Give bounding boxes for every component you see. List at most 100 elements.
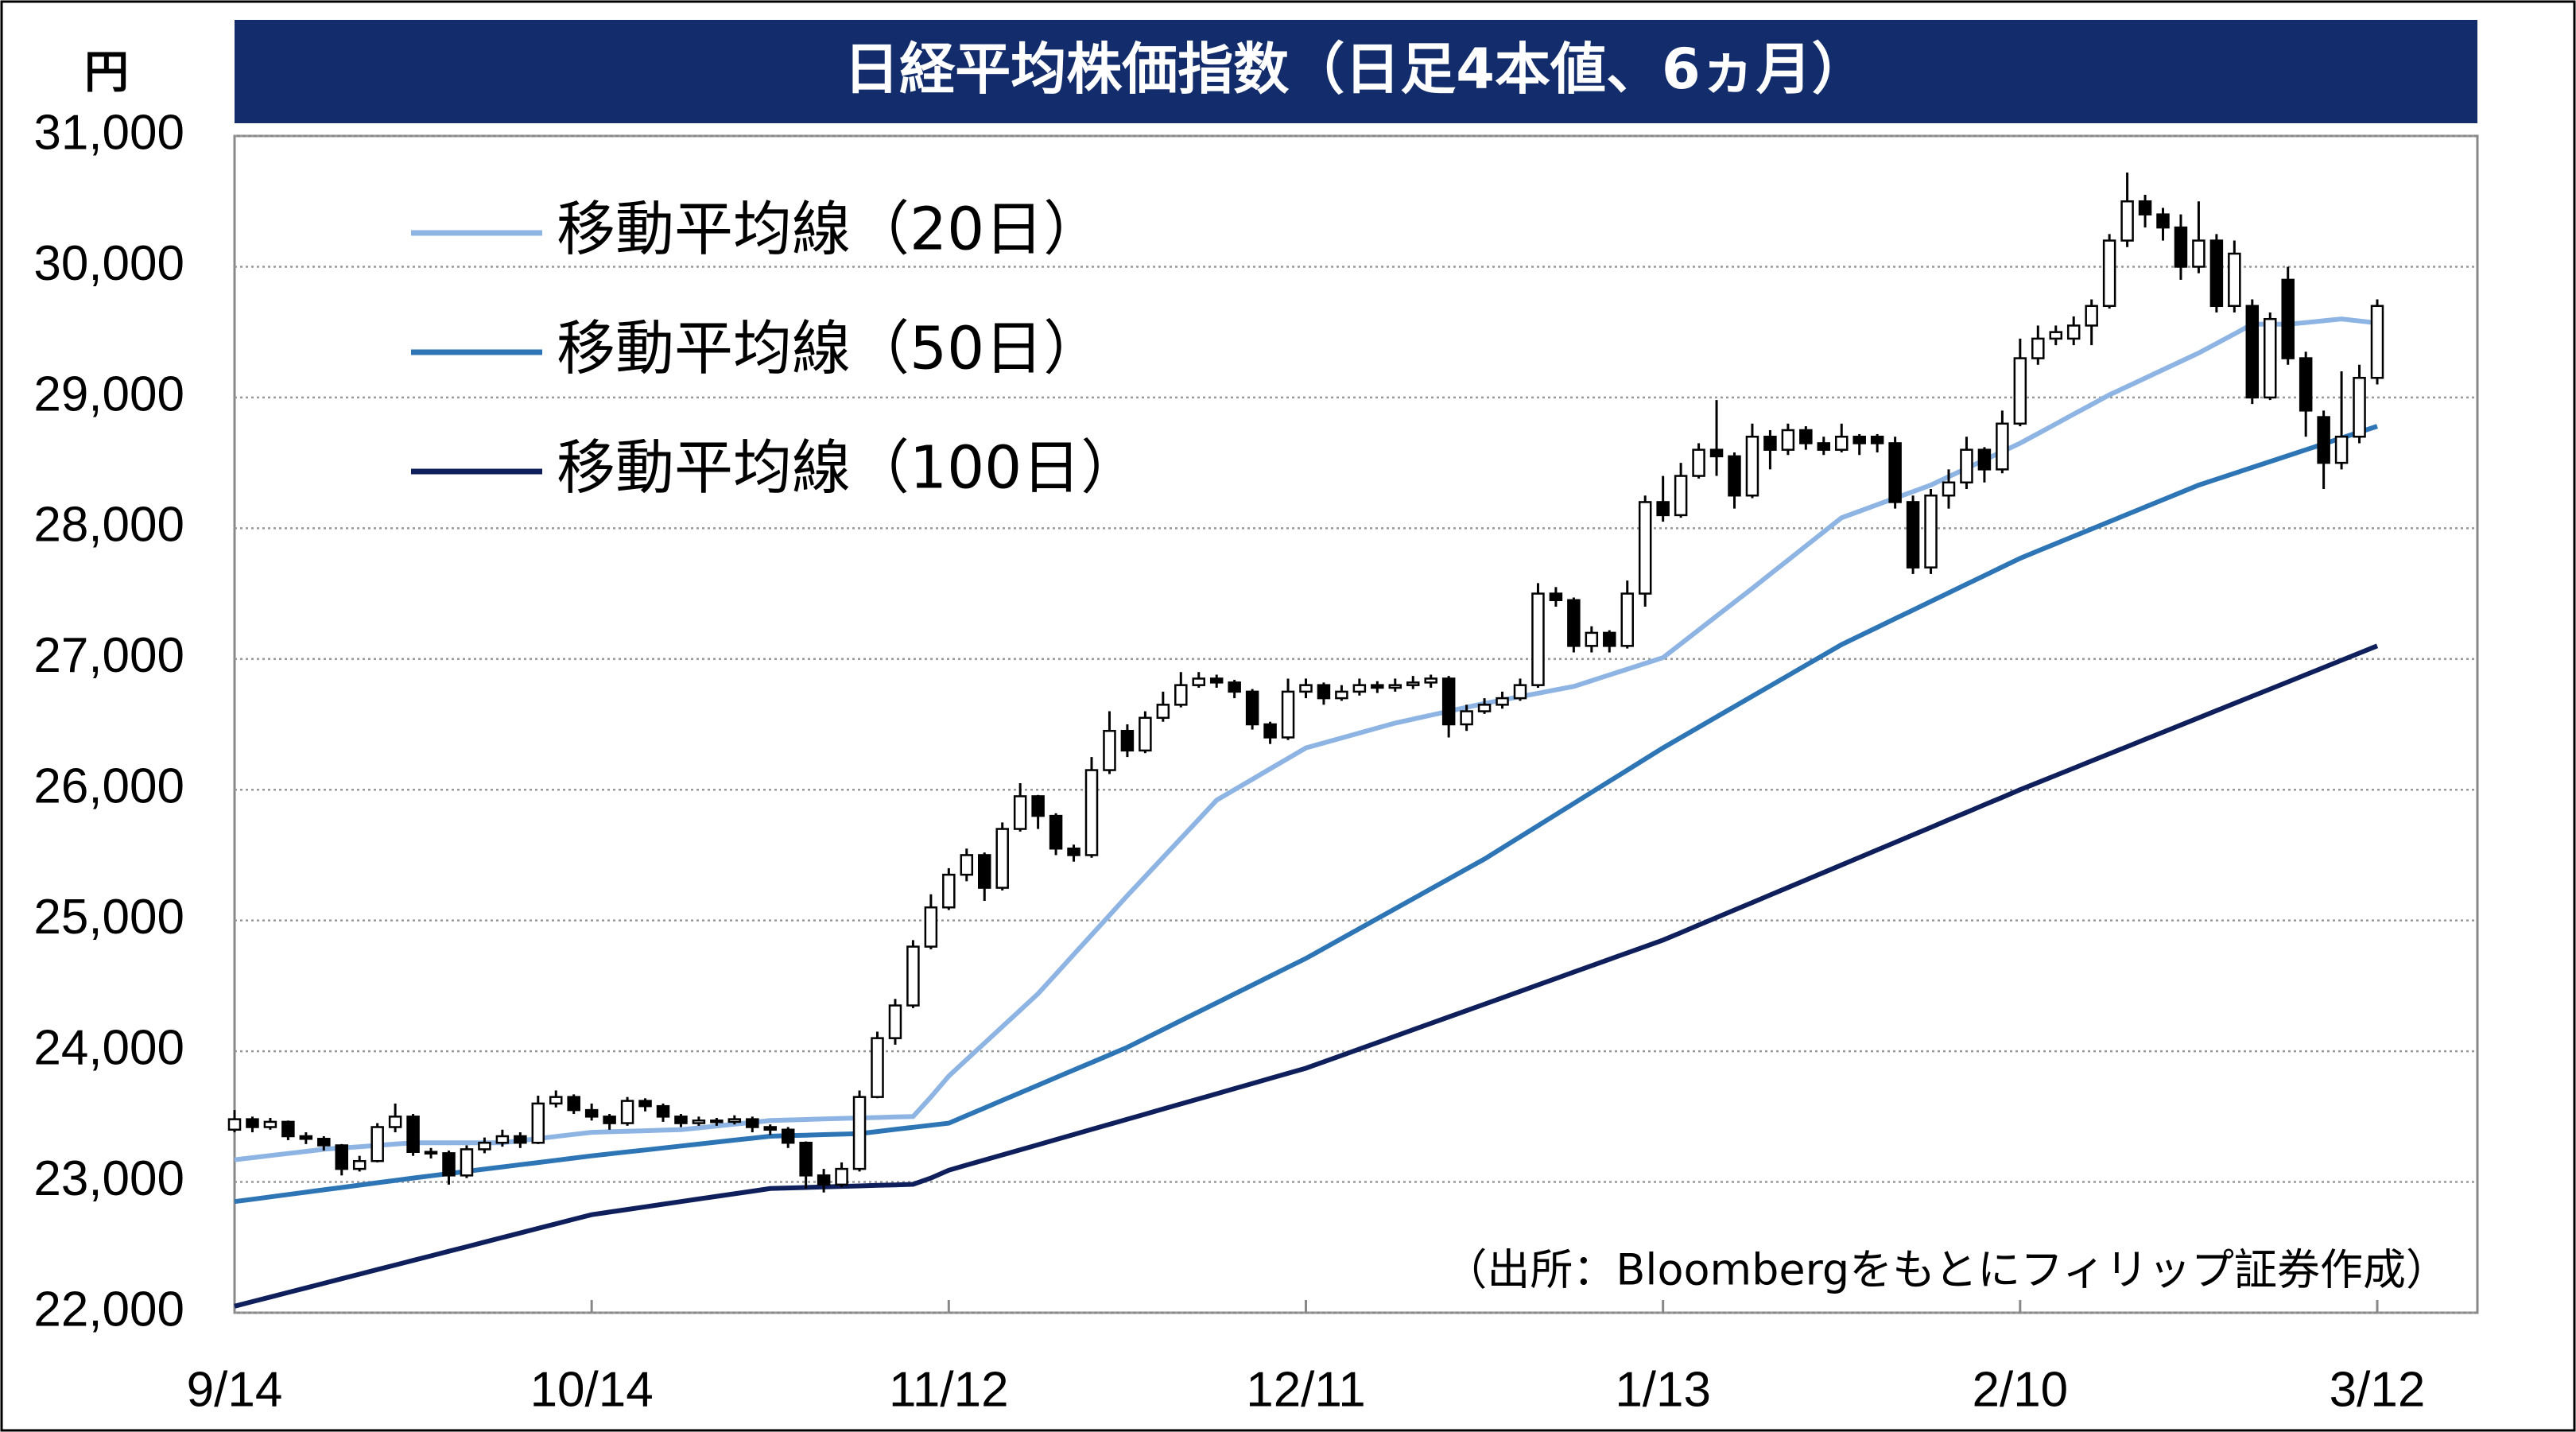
candle-body: [763, 1126, 777, 1131]
candle-body: [1209, 677, 1224, 684]
candle-body: [2085, 305, 2098, 327]
candle-body: [1245, 690, 1259, 726]
candle-body: [406, 1116, 420, 1153]
candle-body: [317, 1138, 331, 1147]
candle-body: [1531, 592, 1545, 686]
candle-body: [1513, 684, 1527, 700]
candle-body: [442, 1152, 456, 1177]
candle-body: [727, 1118, 742, 1123]
candle-body: [2138, 200, 2152, 215]
candle-body: [1192, 677, 1205, 686]
candle-body: [1496, 697, 1509, 706]
candle-body: [335, 1144, 348, 1170]
candle-body: [1888, 442, 1902, 503]
y-tick-label: 30,000: [33, 236, 184, 291]
candle-body: [1906, 501, 1920, 569]
candle-body: [620, 1100, 634, 1124]
candle-body: [1656, 501, 1670, 517]
candle-body: [1228, 681, 1241, 693]
candle-body: [746, 1118, 759, 1128]
candle-body: [1281, 690, 1295, 739]
candle-body: [1942, 481, 1956, 497]
candle-body: [2264, 317, 2277, 399]
candle-body: [2281, 278, 2295, 359]
y-tick-label: 31,000: [33, 105, 184, 160]
candle-body: [2174, 226, 2188, 268]
candle-body: [1960, 448, 1973, 484]
title-bar: [235, 20, 2477, 123]
candle-body: [1174, 684, 1188, 706]
candle-body: [1084, 769, 1099, 856]
candle-body: [1852, 435, 1866, 444]
y-unit: 円: [84, 47, 129, 99]
candle-body: [871, 1037, 884, 1098]
candle-body: [710, 1120, 724, 1123]
candle-body: [424, 1151, 438, 1155]
candle-body: [781, 1128, 795, 1144]
x-tick-label: 12/11: [1246, 1362, 1366, 1417]
candle-body: [1817, 442, 1831, 451]
candle-body: [2245, 305, 2260, 399]
candle-body: [1156, 704, 1170, 720]
candle-body: [995, 828, 1009, 889]
legend-label: 移動平均線（20日）: [557, 196, 1102, 264]
candle-body: [1388, 684, 1402, 689]
candle-body: [514, 1135, 527, 1144]
y-tick-label: 26,000: [33, 759, 184, 814]
candle-body: [246, 1118, 259, 1128]
candle-body: [1477, 704, 1492, 712]
x-tick-label: 1/13: [1615, 1362, 1711, 1417]
moving-average-line: [234, 424, 2378, 1205]
candle-body: [2066, 324, 2081, 340]
candle-body: [924, 906, 938, 948]
candle-body: [1335, 690, 1348, 700]
candle-body: [1549, 592, 1563, 602]
candle-body: [1120, 729, 1135, 752]
candle-body: [1567, 599, 1581, 647]
candle-body: [603, 1116, 616, 1124]
candle-body: [888, 1004, 902, 1039]
candle-body: [2317, 416, 2330, 464]
candle-body: [1406, 681, 1420, 686]
candle-body: [1996, 422, 2009, 471]
legend-label: 移動平均線（50日）: [557, 315, 1102, 383]
candle-body: [2370, 305, 2384, 379]
candle-body: [852, 1096, 867, 1170]
candle-body: [2299, 357, 2313, 412]
candle-body: [1835, 435, 1849, 451]
y-tick-label: 29,000: [33, 367, 184, 421]
candle-body: [460, 1148, 474, 1177]
candle-body: [1352, 684, 1367, 693]
candle-body: [495, 1135, 510, 1144]
candle-body: [567, 1096, 580, 1112]
x-tick-label: 2/10: [1972, 1362, 2068, 1417]
candle-body: [299, 1135, 313, 1140]
source-note: （出所：Bloombergをもとにフィリップ証券作成）: [1444, 1245, 2449, 1295]
candle-body: [1692, 448, 1705, 477]
candle-body: [1067, 847, 1080, 856]
candle-body: [1638, 501, 1652, 595]
candle-body: [263, 1120, 277, 1128]
candle-body: [1763, 435, 1777, 451]
candle-body: [227, 1118, 242, 1131]
candle-body: [2228, 252, 2241, 308]
candle-body: [2031, 337, 2045, 359]
candle-body: [2156, 213, 2170, 229]
candle-body: [1709, 448, 1724, 458]
y-tick-label: 22,000: [33, 1282, 184, 1337]
candle-body: [370, 1126, 384, 1162]
x-tick-label: 11/12: [889, 1362, 1009, 1417]
candle-body: [1263, 723, 1277, 739]
candle-body: [2353, 376, 2366, 438]
x-tick-label: 10/14: [530, 1362, 654, 1417]
candle-body: [1441, 677, 1456, 726]
x-tick-label: 3/12: [2330, 1362, 2426, 1417]
candle-body: [531, 1102, 545, 1144]
candle-body: [1924, 494, 1938, 569]
candle-body: [478, 1141, 491, 1151]
candle-body: [2049, 331, 2062, 340]
x-tick-label: 9/14: [187, 1362, 283, 1417]
candle-body: [1745, 435, 1759, 497]
candle-body: [1585, 631, 1599, 647]
